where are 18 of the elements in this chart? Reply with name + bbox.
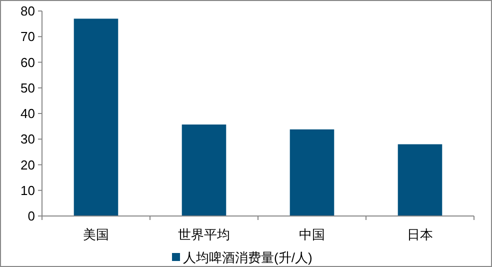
x-tick-label: 日本 [407,227,433,242]
bar [182,124,226,216]
bar [290,129,334,216]
y-tick-label: 30 [20,132,35,147]
y-tick-label: 10 [20,182,35,198]
y-tick-label: 20 [20,157,35,172]
x-tick-label: 世界平均 [178,227,230,242]
y-tick-label: 50 [20,80,35,96]
x-tick-label: 中国 [299,227,325,242]
y-tick-label: 40 [20,106,35,121]
y-tick-label: 60 [20,54,35,70]
y-tick-label: 80 [20,4,35,18]
bar [74,18,118,216]
legend: 人均啤酒消费量(升/人) [172,250,312,265]
y-tick-label: 0 [28,208,35,224]
x-tick-label: 美国 [83,227,109,242]
bar [398,144,442,216]
y-tick-label: 70 [20,29,35,44]
